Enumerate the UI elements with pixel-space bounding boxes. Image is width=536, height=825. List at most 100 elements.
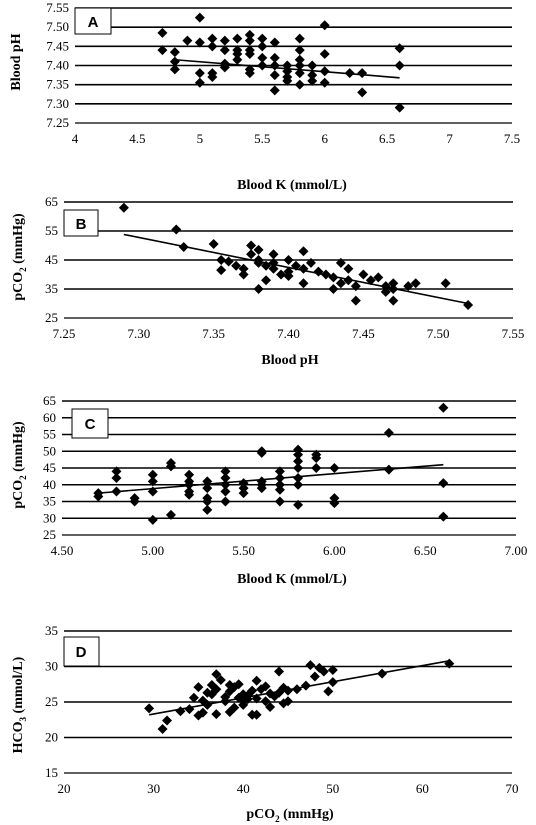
panel-d-data-point [211,709,222,720]
panel-d-data-point [260,681,271,692]
panel-b-data-point [380,281,391,292]
panel-a-data-point [394,102,405,113]
panel-d-data-point [233,679,244,690]
panel-c-data-point [383,427,394,438]
panel-b-data-point [380,286,391,297]
panel-d-x-tick-label: 70 [506,781,519,796]
panel-c-y-tick-label: 45 [43,460,56,475]
panel-a-data-point [269,52,280,63]
panel-b-data-point [373,272,384,283]
panel-a-data-point [307,70,318,81]
panel-c-data-point [293,499,304,510]
panel-c-y-axis-title: pCO2 (mmHg) [11,421,28,509]
panel-c-data-point [311,463,322,473]
panel-a-x-tick-label: 4.5 [129,131,145,146]
panel-d-data-point [251,693,262,704]
panel-a-data-point [257,41,268,52]
panel-c-data-point [293,479,304,490]
panel-c-data-point [293,444,304,455]
panel-c-x-axis-title: Blood K (mmol/L) [237,572,347,587]
panel-a-gridlines [75,7,512,124]
panel-b-data-point [261,275,272,286]
panel-c-data-point [311,452,322,463]
panel-a-x-tick-label: 6.5 [379,131,395,146]
panel-a-data-point [319,77,330,88]
panel-c-data-point [256,483,267,494]
panel-d-data-point [211,669,222,680]
panel-c-data-point [329,463,340,473]
panel-b-x-tick-label: 7.30 [127,326,150,341]
panel-a-data-point [269,70,280,81]
panel-b-data-point [118,202,129,213]
panel-b-data-point [253,244,264,255]
panel-a-y-tick-label: 7.25 [46,115,69,130]
panel-c-y-tick-label: 50 [43,443,56,458]
panel-a-points [157,12,405,113]
panel-b-gridlines [64,201,513,319]
panel-b-x-tick-label: 7.40 [277,326,300,341]
panel-a-data-point [257,33,268,44]
panel-d-label-box [63,636,100,667]
panel-d-y-tick-label: 30 [45,659,58,674]
panel-d-data-point [197,707,208,718]
panel-a-data-point [257,52,268,63]
panel-c-trendline [98,463,444,494]
panel-b-x-tick-label: 7.45 [352,326,375,341]
panel-a-data-point [194,37,205,48]
panel-c-data-point [238,483,249,494]
panel-a-data-point [269,85,280,96]
panel-a-data-point [282,75,293,86]
panel-b-trendline [123,233,469,305]
panel-c-y-tick-label: 60 [43,410,56,425]
panel-c-data-point [93,491,104,502]
panel-b-data-point [268,249,279,260]
panel-c-data-point [202,483,213,494]
panel-d-data-point [229,702,240,713]
panel-a-data-point [207,72,218,82]
panel-a-data-point [269,37,280,48]
panel-d-y-tick-label: 15 [45,765,58,780]
panel-d-data-point [283,685,293,696]
panel-c-data-point [238,488,249,499]
panel-b-data-point [283,270,294,281]
panel-d-data-point [238,699,249,710]
panel-c-y-tick-label: 25 [43,527,56,542]
panel-a-data-point [232,49,243,59]
panel-b-x-tick-label: 7.35 [202,326,225,341]
panel-b-data-point [216,255,227,265]
panel-c-label: C [85,416,96,433]
panel-c-data-point [293,456,304,467]
panel-b-data-point [276,269,287,280]
panel-d-data-point [251,709,262,720]
panel-d-data-point [215,674,226,685]
panel-a-y-tick-label: 7.50 [46,19,69,34]
panel-a-data-point [244,35,255,46]
panel-b-y-ticks: 25 35 45 55 65 [45,194,58,325]
panel-d-x-tick-label: 40 [237,781,250,796]
panel-a-x-tick-label: 7 [446,131,453,146]
panel-a-data-point [157,27,168,38]
panel-a-data-point [169,47,180,58]
panel-c-label-box [71,408,109,439]
panel-c-data-point [329,493,340,504]
panel-b-data-point [238,269,249,280]
panel-c-x-tick-label: 7.00 [505,543,528,558]
panel-d-data-point [157,723,168,734]
panel-b-y-tick-label: 35 [45,281,58,296]
panel-c-data-point [293,463,304,473]
panel-a-x-tick-label: 5 [197,131,204,146]
panel-b-data-point [463,299,474,310]
panel-b-data-point [223,256,234,267]
panel-c-x-ticks: 4.50 5.00 5.50 6.00 6.50 7.00 [51,543,528,558]
panel-b-label-box [63,209,99,237]
panel-a-data-point [194,68,205,79]
panel-b-x-axis-title: Blood pH [261,353,318,368]
panel-a-data-point [307,75,318,86]
panel-c-data-point [220,466,231,477]
panel-c-data-point [438,402,449,413]
panel-b-y-tick-label: 45 [45,252,58,267]
